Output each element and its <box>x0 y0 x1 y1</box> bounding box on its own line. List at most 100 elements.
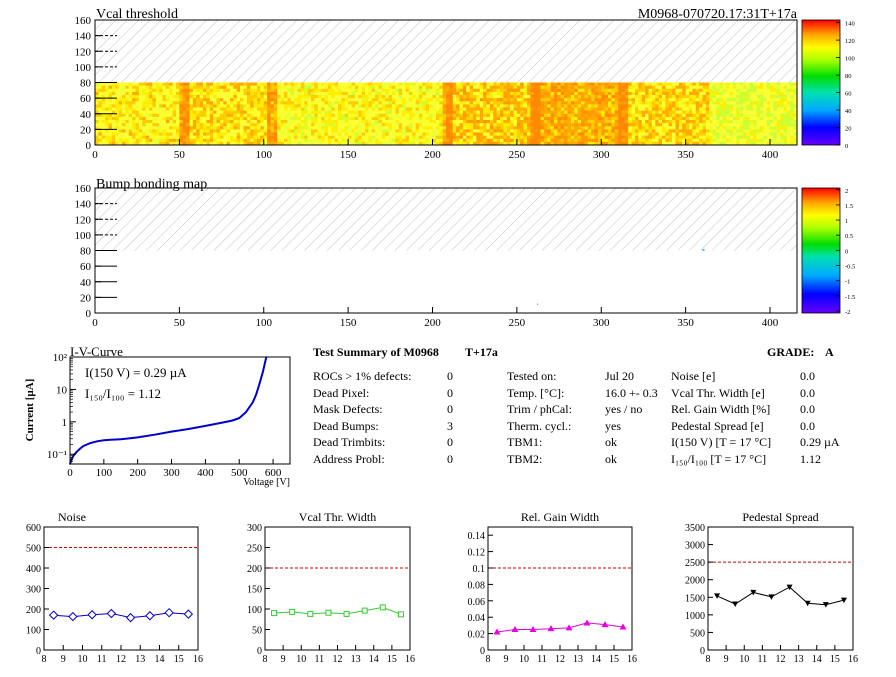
y-tick-label: 150 <box>247 585 262 596</box>
summary-label: Noise [e] <box>671 369 716 383</box>
trend-title: Pedestal Spread <box>742 510 818 524</box>
trend-point <box>183 609 194 619</box>
x-tick-label: 350 <box>677 149 694 161</box>
x-tick-label: 13 <box>573 654 583 665</box>
summary-label: Dead Trimbits: <box>313 435 386 450</box>
summary-value: yes <box>605 418 621 433</box>
trend-frame <box>43 526 199 651</box>
palette-tick-label: 2 <box>845 188 848 195</box>
y-tick-label: 50 <box>252 626 262 637</box>
palette-tick-label: 20 <box>845 126 852 133</box>
y-tick-label: 300 <box>26 585 41 596</box>
iv-point <box>251 401 254 404</box>
trend-point <box>768 594 775 600</box>
iv-point <box>187 428 190 430</box>
y-tick-label: 400 <box>26 564 41 575</box>
summary-label: Address Probl: <box>313 452 385 466</box>
summary-label: Vcal Thr. Width [e] <box>671 385 765 400</box>
y-tick-label: 100 <box>247 605 262 616</box>
iv-point <box>79 447 81 450</box>
trend-line <box>716 586 845 606</box>
trend-point <box>804 600 811 607</box>
x-tick-label: 14 <box>812 654 822 665</box>
palette-tick-label: -0.5 <box>845 264 855 271</box>
x-tick-label: 8 <box>706 654 711 665</box>
x-tick-label: 15 <box>174 654 184 665</box>
trend-point <box>397 611 404 618</box>
x-tick-label: 11 <box>758 654 768 665</box>
y-tick-label: 60 <box>80 93 92 105</box>
iv-point <box>89 442 92 444</box>
palette-tick-label: 1.5 <box>845 203 853 210</box>
trend-title: Noise <box>58 510 86 524</box>
x-tick-label: 250 <box>509 149 526 161</box>
x-tick-label: 16 <box>405 654 415 665</box>
x-tick-label: 11 <box>537 654 547 665</box>
y-tick-label: 0.14 <box>468 531 486 542</box>
y-tick-label: 500 <box>690 628 705 639</box>
summary-value: 0.0 <box>800 369 815 383</box>
hatched-region <box>95 188 797 251</box>
y-tick-label: 0.06 <box>468 597 486 608</box>
x-tick-label: 14 <box>369 654 379 665</box>
y-tick-label: 0 <box>480 646 485 657</box>
palette-tick-label: 0.5 <box>845 233 853 240</box>
iv-point <box>136 436 139 439</box>
x-tick-label: 0 <box>92 149 98 161</box>
iv-point <box>265 356 268 358</box>
iv-point <box>82 445 85 447</box>
y-tick-label: 60 <box>80 261 92 273</box>
trend-plot-2: Vcal Thr. Width 8 9 10 11 12 13 14 15 16 0 50 100 150… <box>247 510 415 665</box>
y-tick-label: 3500 <box>685 523 705 534</box>
x-tick-label: 300 <box>593 317 610 329</box>
y-tick-label: 0 <box>700 646 705 657</box>
y-tick-label: 40 <box>80 109 92 121</box>
iv-point <box>255 393 257 396</box>
y-tick-label: 100 <box>75 62 92 74</box>
summary-label: I(150 V) [T = 17 °C] <box>671 435 772 450</box>
trend-frame <box>487 526 633 651</box>
y-tick-label: 500 <box>26 544 41 555</box>
trend-point <box>750 589 757 596</box>
iv-point <box>221 421 224 424</box>
summary-label: ROCs > 1% defects: <box>313 369 412 383</box>
x-tick-label: 9 <box>281 654 286 665</box>
summary-value: 16.0 +- 0.3 <box>605 385 658 400</box>
iv-frame <box>69 356 291 465</box>
x-tick-label: 400 <box>762 149 779 161</box>
y-tick-label: 0 <box>257 646 262 657</box>
bottom-plots: Noise 8 9 10 11 12 13 14 15 16 0 100 200 300 400 500 600… <box>0 505 896 672</box>
x-tick-label: 100 <box>256 149 273 161</box>
iv-x-tick-label: 200 <box>129 467 146 479</box>
palette-tick-label: -2 <box>845 309 850 316</box>
summary-label: TBM2: <box>507 452 543 466</box>
trend-point <box>822 602 829 608</box>
y-tick-label: 1500 <box>685 593 705 604</box>
hatched-region <box>95 20 797 83</box>
x-tick-label: 150 <box>340 317 357 329</box>
summary-value: 3 <box>447 418 453 433</box>
iv-y-tick-label: 10² <box>53 352 68 364</box>
summary-label: Dead Pixel: <box>313 385 370 400</box>
iv-point <box>86 443 88 446</box>
trend-point <box>619 623 627 630</box>
summary-value: 0.29 µA <box>800 435 840 450</box>
y-tick-label: 140 <box>75 199 92 211</box>
trend-point <box>547 625 555 632</box>
y-tick-label: 250 <box>247 544 262 555</box>
iv-point <box>245 411 247 413</box>
y-tick-label: 0.08 <box>468 580 486 591</box>
heatmap-cells <box>95 82 798 146</box>
x-tick-label: 50 <box>174 149 186 161</box>
trend-point <box>325 609 332 616</box>
trend-point <box>87 610 97 620</box>
summary-value: 1.12 <box>800 452 821 466</box>
trend-point <box>145 611 155 621</box>
x-tick-label: 16 <box>193 654 203 665</box>
palette-tick-label: 0 <box>845 143 848 150</box>
palette-tick-label: 120 <box>845 38 855 45</box>
iv-point <box>153 433 156 436</box>
palette-tick-label: 100 <box>845 56 855 63</box>
x-tick-label: 13 <box>351 654 361 665</box>
